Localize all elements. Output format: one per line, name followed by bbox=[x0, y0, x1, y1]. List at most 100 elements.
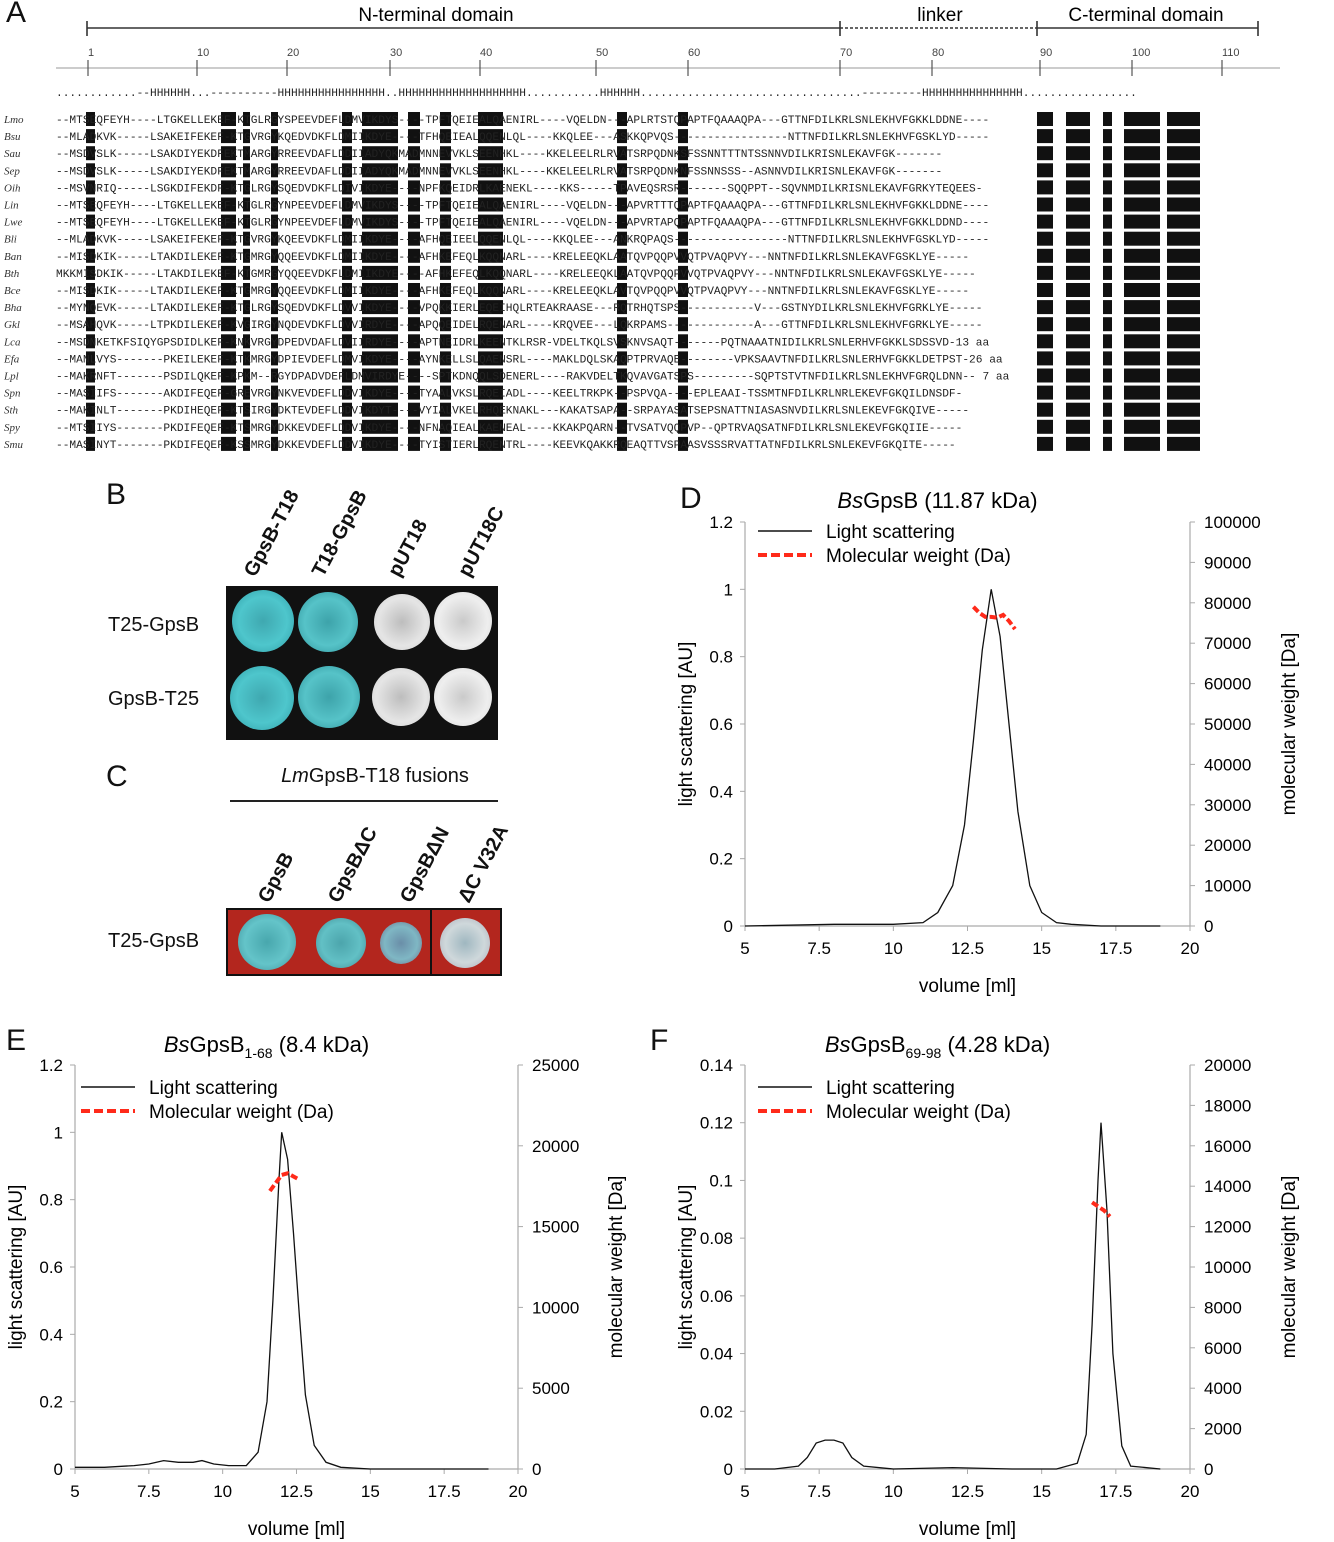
y2-axis-label: molecular weight [Da] bbox=[1279, 633, 1300, 816]
conserved-block bbox=[86, 197, 95, 212]
chart-title: BsGpsB (11.87 kDa) bbox=[837, 488, 1037, 513]
conserved-block bbox=[1037, 436, 1053, 451]
sequence-row: --MASIIFS-------AKDIFEQEF-GREVRGYNKVEVDE… bbox=[56, 389, 962, 401]
conserved-block bbox=[342, 385, 352, 400]
sequence-row: --MSDVSLK-----LSAKDIYEKDFEKTMARGYRREEVDA… bbox=[56, 166, 942, 178]
y2-tick-label: 10000 bbox=[1204, 877, 1251, 896]
x-tick-label: 15 bbox=[1032, 1482, 1051, 1501]
conserved-block bbox=[617, 163, 627, 178]
conserved-block bbox=[1124, 283, 1160, 297]
x-tick-label: 7.5 bbox=[807, 1482, 831, 1501]
conserved-block bbox=[617, 368, 627, 383]
conserved-block bbox=[362, 402, 398, 417]
y2-tick-label: 70000 bbox=[1204, 634, 1251, 653]
y2-tick-label: 6000 bbox=[1204, 1339, 1242, 1358]
colony bbox=[232, 590, 294, 652]
conserved-block bbox=[86, 402, 95, 417]
conserved-block bbox=[617, 265, 627, 280]
conserved-block bbox=[1167, 231, 1200, 246]
conserved-block bbox=[362, 351, 398, 366]
conserved-block bbox=[1103, 146, 1112, 161]
colony bbox=[230, 666, 294, 730]
x-tick-label: 10 bbox=[213, 1482, 232, 1501]
conserved-block bbox=[678, 231, 688, 246]
species-label: Ban bbox=[4, 251, 22, 263]
conserved-block bbox=[617, 231, 627, 246]
conserved-block bbox=[408, 402, 420, 417]
domain-label-n-terminal: N-terminal domain bbox=[358, 5, 513, 26]
x-tick-label: 17.5 bbox=[428, 1482, 461, 1501]
legend-label: Molecular weight (Da) bbox=[826, 546, 1011, 567]
conserved-block bbox=[243, 265, 250, 280]
conserved-block bbox=[1124, 146, 1160, 161]
conserved-block bbox=[1103, 265, 1112, 280]
conserved-block bbox=[617, 402, 627, 417]
chart-title-main: GpsB bbox=[851, 1032, 906, 1057]
conserved-block bbox=[617, 214, 627, 229]
chart-d: 5 7.5 10 12.5 15 17.5 2000.20.40.60.811.201000… bbox=[676, 488, 1300, 997]
species-label: Lwe bbox=[3, 217, 22, 229]
conserved-block bbox=[271, 112, 278, 126]
conserved-block bbox=[1066, 231, 1090, 246]
y-tick-label: 0 bbox=[724, 1460, 733, 1479]
conserved-block bbox=[440, 368, 451, 383]
conserved-block bbox=[1037, 180, 1053, 195]
conserved-block bbox=[1066, 436, 1090, 451]
conserved-block bbox=[221, 146, 236, 161]
conserved-block bbox=[1167, 351, 1200, 366]
x-tick-label: 7.5 bbox=[137, 1482, 161, 1501]
sequence-row: MKKMISDKIK-----LTAKDILEKEF-KTGMRGYQQEEVD… bbox=[56, 269, 976, 281]
sequence-row: --MAKINLT-------PKDIHEQEF-KTSIRGYDKTEVDE… bbox=[56, 406, 969, 418]
conserved-block bbox=[243, 248, 250, 263]
conserved-block bbox=[617, 436, 627, 451]
y-axis-label: light scattering [AU] bbox=[676, 642, 697, 807]
conserved-block bbox=[1124, 129, 1160, 144]
conserved-block bbox=[408, 112, 420, 126]
y2-tick-label: 0 bbox=[1204, 1460, 1213, 1479]
species-label: Bth bbox=[4, 268, 20, 280]
conserved-block bbox=[362, 283, 398, 297]
panel-letter-a: A bbox=[6, 0, 27, 29]
conserved-block bbox=[86, 163, 95, 178]
ruler-tick-label: 60 bbox=[688, 47, 700, 59]
y-axis-label: light scattering [AU] bbox=[676, 1185, 697, 1350]
colony bbox=[374, 594, 430, 650]
ruler-tick-label: 40 bbox=[480, 47, 492, 59]
conserved-block bbox=[440, 300, 451, 315]
conserved-block bbox=[440, 419, 451, 434]
chart-title-italic: Bs bbox=[164, 1032, 190, 1057]
conserved-block bbox=[478, 231, 503, 246]
y-tick-label: 0.02 bbox=[700, 1402, 733, 1421]
species-label: Smu bbox=[4, 439, 23, 451]
conserved-block bbox=[342, 231, 352, 246]
conserved-block bbox=[1103, 283, 1112, 297]
conserved-block bbox=[271, 248, 278, 263]
conserved-block bbox=[362, 231, 398, 246]
conserved-block bbox=[1124, 351, 1160, 366]
conserved-block bbox=[1066, 334, 1090, 349]
conserved-block bbox=[1167, 436, 1200, 451]
conserved-block bbox=[1103, 300, 1112, 315]
conserved-block bbox=[440, 231, 451, 246]
series-line-molecular-weight bbox=[1090, 1200, 1112, 1218]
conserved-block bbox=[678, 300, 688, 315]
y-tick-label: 1 bbox=[54, 1123, 63, 1142]
conserved-block bbox=[1037, 300, 1053, 315]
conserved-block bbox=[1066, 283, 1090, 297]
conserved-block bbox=[342, 334, 352, 349]
conserved-block bbox=[243, 197, 250, 212]
conserved-residue-blocks bbox=[86, 112, 1200, 451]
y2-tick-label: 100000 bbox=[1204, 513, 1261, 532]
conserved-block bbox=[678, 180, 688, 195]
x-tick-label: 12.5 bbox=[951, 1482, 984, 1501]
y-tick-label: 1.2 bbox=[709, 513, 733, 532]
y2-tick-label: 50000 bbox=[1204, 715, 1251, 734]
conserved-block bbox=[617, 248, 627, 263]
conserved-block bbox=[1167, 197, 1200, 212]
conserved-block bbox=[408, 197, 420, 212]
conserved-block bbox=[342, 197, 352, 212]
conserved-block bbox=[243, 214, 250, 229]
conserved-block bbox=[271, 334, 278, 349]
c-row-label: T25-GpsB bbox=[108, 930, 200, 952]
secondary-structure-row: ............--HHHHHH...----------HHHHHHH… bbox=[56, 88, 1137, 100]
